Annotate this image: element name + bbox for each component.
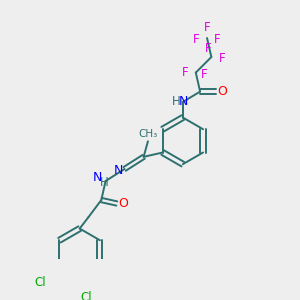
Text: N: N	[114, 164, 123, 177]
Text: H: H	[100, 176, 109, 189]
Text: F: F	[204, 21, 210, 34]
Text: F: F	[182, 66, 189, 79]
Text: F: F	[205, 42, 211, 55]
Text: CH₃: CH₃	[138, 129, 158, 140]
Text: F: F	[193, 33, 200, 46]
Text: N: N	[179, 95, 188, 109]
Text: N: N	[93, 171, 103, 184]
Text: Cl: Cl	[81, 291, 92, 300]
Text: O: O	[118, 197, 128, 210]
Text: H: H	[172, 95, 180, 109]
Text: F: F	[201, 68, 208, 81]
Text: F: F	[218, 52, 225, 65]
Text: O: O	[217, 85, 227, 98]
Text: Cl: Cl	[34, 276, 46, 289]
Text: F: F	[214, 33, 221, 46]
